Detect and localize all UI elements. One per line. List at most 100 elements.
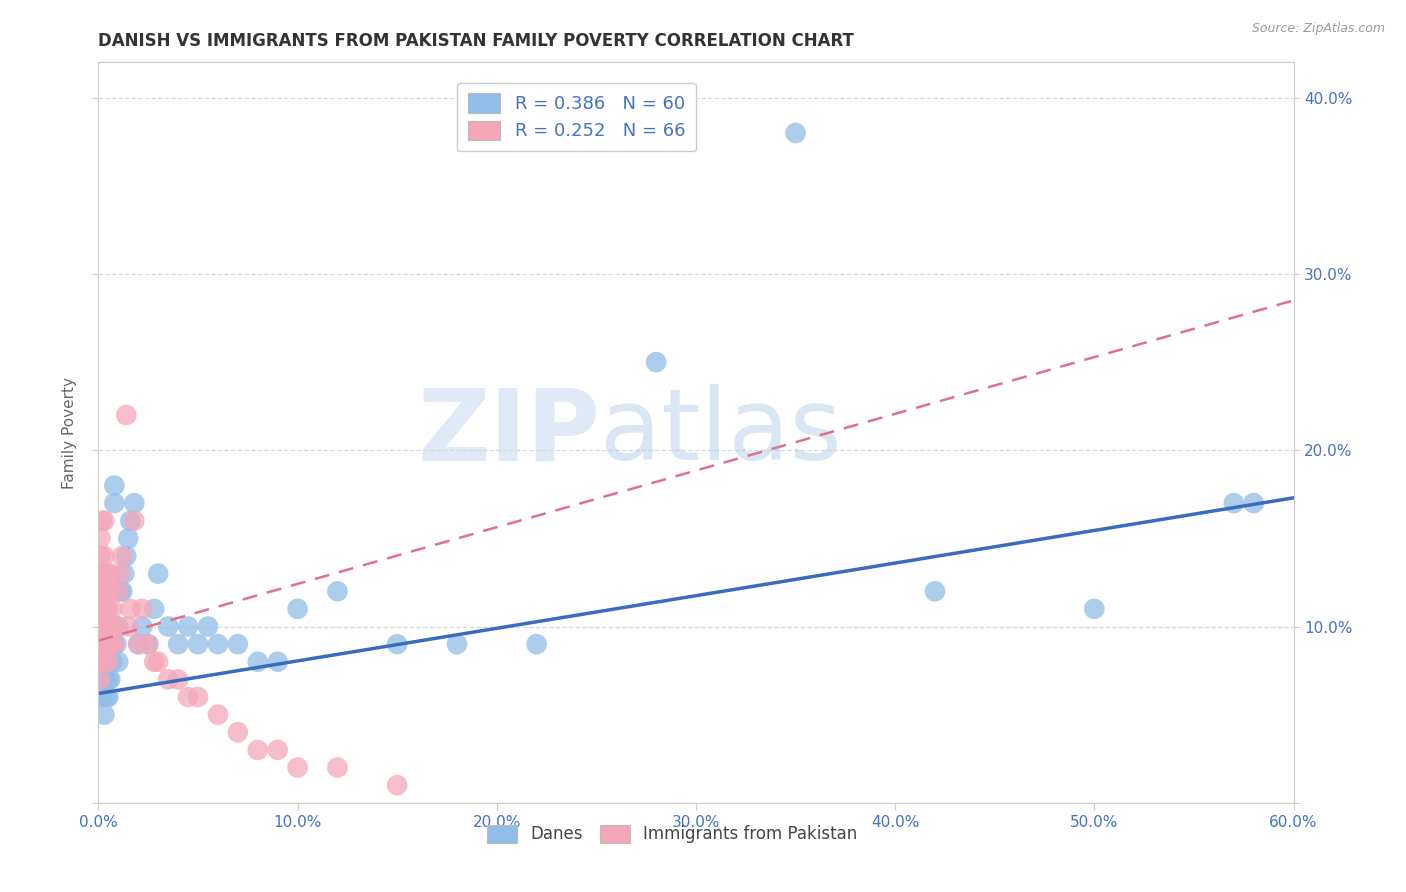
Point bbox=[101, 602, 124, 616]
Point bbox=[101, 637, 124, 651]
Point bbox=[96, 637, 118, 651]
Point bbox=[131, 602, 153, 616]
Point bbox=[97, 602, 120, 616]
Point bbox=[120, 514, 142, 528]
Point bbox=[115, 549, 138, 563]
Point bbox=[143, 602, 166, 616]
Point bbox=[101, 655, 124, 669]
Point bbox=[1083, 602, 1105, 616]
Point bbox=[115, 408, 138, 422]
Point bbox=[267, 655, 290, 669]
Point bbox=[97, 690, 120, 704]
Point bbox=[93, 549, 115, 563]
Legend: Danes, Immigrants from Pakistan: Danes, Immigrants from Pakistan bbox=[481, 818, 863, 850]
Point bbox=[326, 760, 349, 774]
Point bbox=[98, 619, 122, 633]
Point bbox=[187, 637, 209, 651]
Point bbox=[246, 655, 269, 669]
Point bbox=[93, 673, 115, 687]
Point bbox=[96, 584, 118, 599]
Point bbox=[89, 566, 111, 581]
Point bbox=[127, 637, 149, 651]
Point bbox=[924, 584, 946, 599]
Point bbox=[197, 619, 219, 633]
Point bbox=[91, 584, 114, 599]
Point bbox=[96, 619, 118, 633]
Point bbox=[89, 673, 111, 687]
Point bbox=[136, 637, 159, 651]
Point bbox=[246, 743, 269, 757]
Point bbox=[89, 532, 111, 546]
Point bbox=[1243, 496, 1265, 510]
Point bbox=[97, 584, 120, 599]
Point bbox=[1223, 496, 1246, 510]
Text: Source: ZipAtlas.com: Source: ZipAtlas.com bbox=[1251, 22, 1385, 36]
Point bbox=[97, 637, 120, 651]
Point bbox=[207, 637, 229, 651]
Point bbox=[93, 637, 115, 651]
Point bbox=[785, 126, 807, 140]
Point bbox=[89, 602, 111, 616]
Point bbox=[446, 637, 468, 651]
Point bbox=[207, 707, 229, 722]
Point bbox=[89, 549, 111, 563]
Point bbox=[105, 619, 128, 633]
Point bbox=[267, 743, 290, 757]
Point bbox=[93, 514, 115, 528]
Point bbox=[326, 584, 349, 599]
Point bbox=[107, 584, 129, 599]
Point bbox=[93, 637, 115, 651]
Point bbox=[187, 690, 209, 704]
Point bbox=[91, 655, 114, 669]
Point bbox=[93, 707, 115, 722]
Point bbox=[157, 673, 180, 687]
Point bbox=[93, 655, 115, 669]
Point bbox=[287, 602, 309, 616]
Point bbox=[117, 532, 139, 546]
Point bbox=[177, 619, 200, 633]
Point bbox=[110, 566, 132, 581]
Point bbox=[93, 602, 115, 616]
Point bbox=[112, 566, 135, 581]
Point bbox=[91, 637, 114, 651]
Point bbox=[111, 549, 134, 563]
Point bbox=[91, 602, 114, 616]
Point bbox=[120, 602, 142, 616]
Point bbox=[157, 619, 180, 633]
Point bbox=[148, 566, 170, 581]
Point bbox=[97, 637, 120, 651]
Point bbox=[148, 655, 170, 669]
Point bbox=[96, 602, 118, 616]
Text: ZIP: ZIP bbox=[418, 384, 600, 481]
Point bbox=[287, 760, 309, 774]
Point bbox=[167, 637, 190, 651]
Text: DANISH VS IMMIGRANTS FROM PAKISTAN FAMILY POVERTY CORRELATION CHART: DANISH VS IMMIGRANTS FROM PAKISTAN FAMIL… bbox=[98, 32, 855, 50]
Point bbox=[167, 673, 190, 687]
Point bbox=[385, 637, 409, 651]
Point bbox=[89, 619, 111, 633]
Point bbox=[89, 584, 111, 599]
Point bbox=[111, 584, 134, 599]
Point bbox=[98, 566, 122, 581]
Point bbox=[91, 514, 114, 528]
Point bbox=[143, 655, 166, 669]
Point bbox=[97, 655, 120, 669]
Point bbox=[101, 619, 124, 633]
Point bbox=[98, 619, 122, 633]
Point bbox=[124, 496, 146, 510]
Text: atlas: atlas bbox=[600, 384, 842, 481]
Point bbox=[96, 690, 118, 704]
Point bbox=[91, 637, 114, 651]
Point bbox=[97, 673, 120, 687]
Point bbox=[107, 619, 129, 633]
Point bbox=[103, 496, 125, 510]
Point bbox=[127, 637, 149, 651]
Point bbox=[91, 619, 114, 633]
Point bbox=[91, 637, 114, 651]
Point bbox=[131, 619, 153, 633]
Point bbox=[136, 637, 159, 651]
Point bbox=[96, 619, 118, 633]
Point bbox=[91, 690, 114, 704]
Point bbox=[96, 637, 118, 651]
Point bbox=[98, 673, 122, 687]
